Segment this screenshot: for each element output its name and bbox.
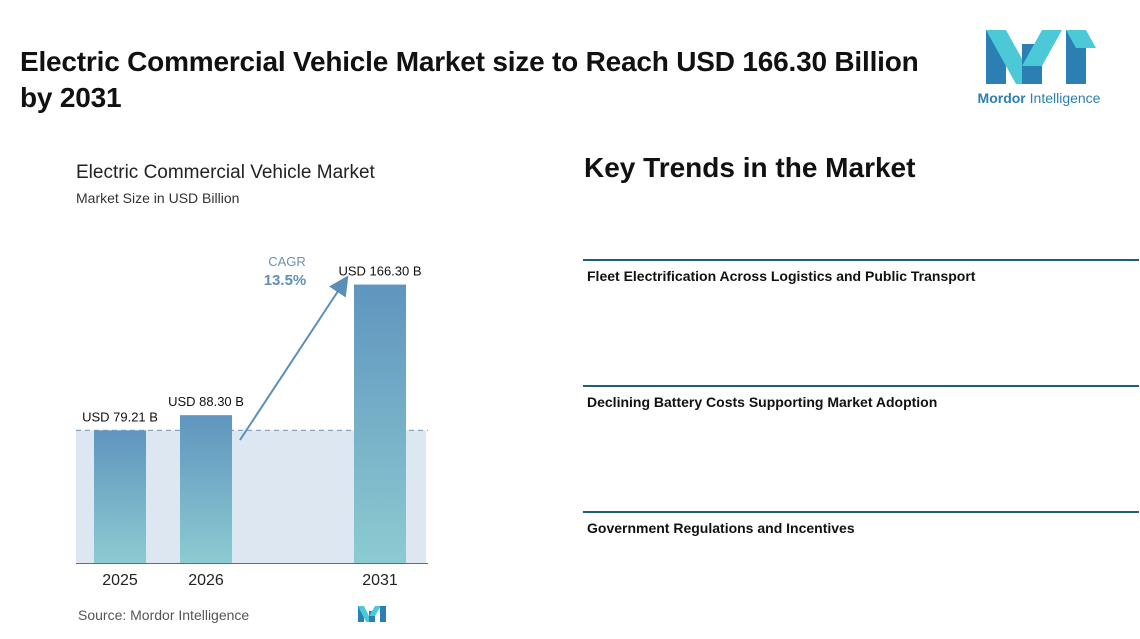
trend-label: Fleet Electrification Across Logistics a… bbox=[587, 268, 976, 284]
logo-mark-icon bbox=[986, 30, 1096, 84]
bar bbox=[354, 284, 406, 563]
cagr-arrow bbox=[239, 275, 349, 441]
bar bbox=[94, 430, 146, 563]
trends-heading: Key Trends in the Market bbox=[584, 152, 916, 183]
trend-item: Fleet Electrification Across Logistics a… bbox=[583, 259, 1139, 284]
bar bbox=[180, 415, 232, 563]
logo-text: Mordor Intelligence bbox=[977, 90, 1101, 106]
data-label: USD 88.30 B bbox=[168, 394, 244, 409]
trend-item: Government Regulations and Incentives bbox=[583, 511, 1139, 536]
data-label: USD 79.21 B bbox=[82, 409, 158, 424]
trend-label: Government Regulations and Incentives bbox=[587, 520, 855, 536]
small-logo-icon bbox=[358, 606, 386, 622]
tick-label: 2031 bbox=[362, 572, 398, 589]
chart-title: Electric Commercial Vehicle Market bbox=[76, 162, 375, 183]
tick-label: 2026 bbox=[188, 572, 224, 589]
source-note: Source: Mordor Intelligence bbox=[78, 607, 250, 623]
trend-label: Declining Battery Costs Supporting Marke… bbox=[587, 394, 938, 410]
trend-item: Declining Battery Costs Supporting Marke… bbox=[583, 385, 1139, 410]
cagr-label: CAGR bbox=[268, 254, 306, 269]
tick-label: 2025 bbox=[102, 572, 138, 589]
page-title: Electric Commercial Vehicle Market size … bbox=[20, 46, 919, 113]
cagr-value: 13.5% bbox=[264, 272, 307, 289]
chart-subtitle: Market Size in USD Billion bbox=[76, 190, 240, 206]
bar-chart: USD 79.21 B 2025 USD 88.30 B 2026 USD 166.30… bbox=[76, 254, 428, 589]
data-label: USD 166.30 B bbox=[338, 264, 421, 279]
mordor-intelligence-logo: Mordor Intelligence bbox=[972, 28, 1106, 112]
